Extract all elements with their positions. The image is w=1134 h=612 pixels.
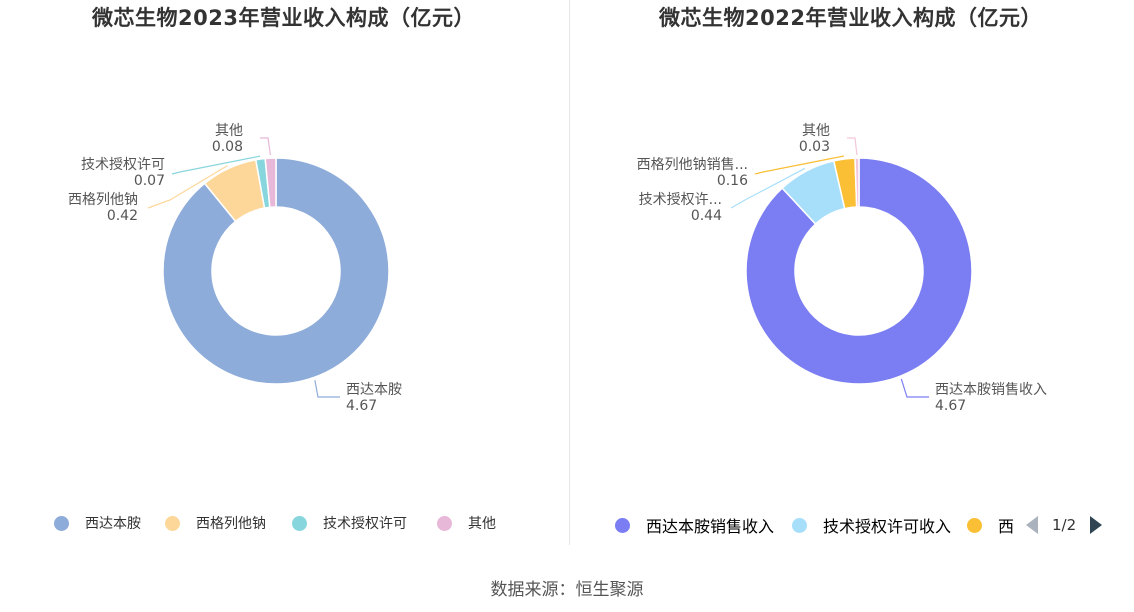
label-leader-line (847, 137, 858, 156)
slice-value-label: 4.67 (346, 398, 377, 414)
legend-dot (54, 515, 69, 531)
pager-prev-icon[interactable] (1026, 516, 1038, 534)
slice-value-label: 4.67 (935, 398, 966, 414)
legend-dot (437, 515, 452, 531)
chart-title: 微芯生物2022年营业收入构成（亿元） (659, 6, 1042, 30)
legend-dot (165, 515, 180, 531)
legend-item[interactable]: 其他 (437, 513, 496, 533)
pie-slice[interactable] (745, 157, 973, 385)
legend-dot (292, 515, 307, 531)
slice-label: 西格列他钠销售... (637, 157, 748, 173)
legend-item[interactable]: 技术授权许可 (292, 513, 407, 533)
legend-label: 技术授权许可 (323, 516, 407, 532)
pie-slice[interactable] (264, 157, 277, 209)
slice-label: 其他 (802, 123, 830, 139)
pie-slice[interactable] (162, 157, 390, 385)
legend-label: 技术授权许可收入 (823, 517, 952, 536)
label-leader-line (147, 165, 228, 209)
label-leader-line (754, 155, 845, 175)
pager-next-icon[interactable] (1090, 516, 1103, 534)
chart-panel-2023: 微芯生物2023年营业收入构成（亿元） 西达本胺 4.67 西格列他钠 0.42 技术授… (0, 0, 567, 560)
slice-label: 西达本胺销售收入 (935, 382, 1047, 398)
slice-value-label: 0.42 (107, 208, 138, 224)
legend-label: 其他 (468, 516, 496, 532)
legend-item[interactable]: 西 (967, 513, 1014, 537)
slice-label: 西达本胺 (346, 382, 402, 398)
legend-item[interactable]: 西达本胺销售收入 (615, 513, 774, 537)
legend-item[interactable]: 西格列他钠 (165, 513, 266, 533)
label-leader-line (730, 167, 806, 209)
data-source: 数据来源：恒生聚源 (490, 580, 644, 600)
legend-item[interactable]: 西达本胺 (54, 513, 141, 533)
pie-slice[interactable] (854, 157, 860, 208)
legend-dot (615, 517, 630, 533)
slice-label: 技术授权许可 (81, 157, 165, 173)
legend-dot (967, 517, 982, 533)
slice-value-label: 0.16 (717, 173, 748, 189)
legend-label: 西格列他钠 (196, 516, 266, 532)
slice-value-label: 0.03 (799, 139, 830, 155)
label-leader-line (260, 137, 272, 156)
legend-item[interactable]: 技术授权许可收入 (792, 513, 951, 537)
label-leader-line (314, 380, 340, 398)
chart-title: 微芯生物2023年营业收入构成（亿元） (92, 6, 475, 30)
panel-divider (569, 0, 570, 545)
slice-label: 技术授权许... (639, 192, 722, 208)
slice-value-label: 0.07 (134, 173, 165, 189)
slice-label: 西格列他钠 (68, 192, 138, 208)
legend-dot (792, 517, 807, 533)
legend-label: 西 (998, 517, 1014, 536)
slice-value-label: 0.44 (691, 208, 722, 224)
chart-legend: 西达本胺 西格列他钠 技术授权许可 其他 (0, 513, 567, 537)
pager-indicator: 1/2 (1052, 516, 1077, 534)
legend-label: 西达本胺 (85, 516, 141, 532)
label-leader-line (171, 155, 261, 175)
chart-panel-2022: 微芯生物2022年营业收入构成（亿元） 西达本胺销售收入 4.67 技术授权许...… (567, 0, 1134, 560)
legend-label: 西达本胺销售收入 (646, 517, 775, 536)
label-leader-line (900, 378, 929, 398)
chart-legend: 西达本胺销售收入 技术授权许可收入 西 (567, 513, 1014, 539)
slice-value-label: 0.08 (212, 139, 243, 155)
legend-pager: 1/2 (1026, 513, 1103, 537)
slice-label: 其他 (215, 123, 243, 139)
